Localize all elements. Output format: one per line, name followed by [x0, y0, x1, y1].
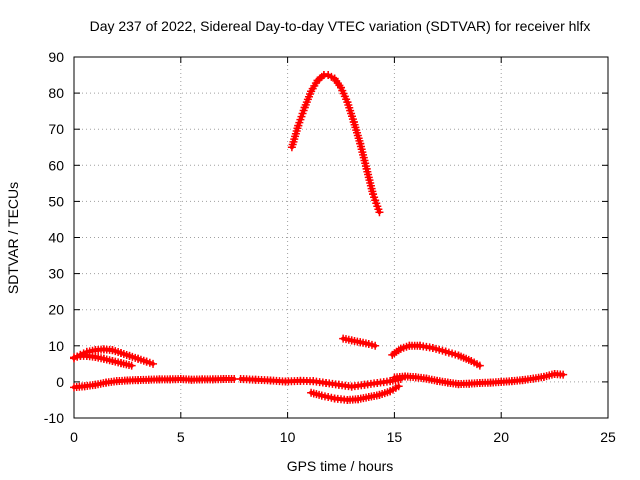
axis-ticks: 0 5 10 15 20 25 -10 0 10 20 30 40 50 60 70 80 90 [44, 49, 616, 445]
series-arc-baseline-c [390, 369, 568, 389]
y-tick-label: 40 [48, 230, 64, 246]
series-arc-baseline-b [236, 375, 405, 391]
series-arc-dip [307, 382, 403, 404]
y-tick-label: 0 [56, 374, 64, 390]
data-point [475, 361, 484, 370]
y-tick-label: 30 [48, 266, 64, 282]
y-tick-label: -10 [44, 410, 64, 426]
y-tick-label: 80 [48, 85, 64, 101]
data-point [371, 341, 380, 350]
series-arc-afternoon [388, 341, 484, 370]
x-tick-label: 5 [177, 429, 185, 445]
series-arc-high [287, 71, 384, 217]
series-arc-early-upper [70, 345, 158, 368]
y-axis-label: SDTVAR / TECUs [5, 182, 21, 294]
series-arc-early-lower [70, 351, 136, 370]
x-tick-label: 25 [600, 429, 616, 445]
series-line [289, 73, 382, 215]
x-tick-label: 15 [387, 429, 403, 445]
data-point [394, 382, 403, 391]
y-tick-label: 60 [48, 157, 64, 173]
series-arc-baseline-a [70, 375, 239, 392]
y-tick-label: 20 [48, 302, 64, 318]
series-arc-mid-small [339, 334, 380, 350]
y-tick-label: 70 [48, 121, 64, 137]
x-tick-label: 20 [493, 429, 509, 445]
x-tick-label: 0 [70, 429, 78, 445]
x-axis-label: GPS time / hours [287, 458, 394, 474]
data-series [70, 71, 568, 404]
data-point [559, 370, 568, 379]
data-point [149, 359, 158, 368]
y-tick-label: 10 [48, 338, 64, 354]
chart-title: Day 237 of 2022, Sidereal Day-to-day VTE… [90, 18, 591, 34]
data-point [127, 361, 136, 370]
x-tick-label: 10 [280, 429, 296, 445]
data-point [375, 208, 384, 217]
y-tick-label: 50 [48, 193, 64, 209]
y-tick-label: 90 [48, 49, 64, 65]
